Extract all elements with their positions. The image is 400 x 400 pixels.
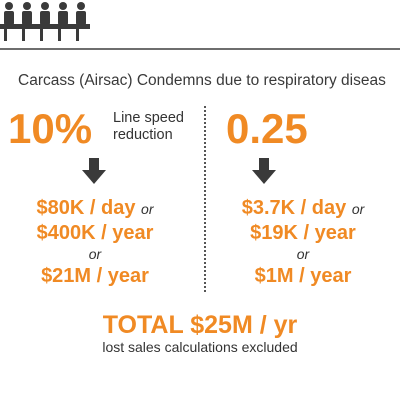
right-alt-year: $1M / year	[254, 265, 352, 287]
total-note: lost sales calculations excluded	[102, 339, 298, 355]
right-per-day-row: $3.7K / day or	[208, 196, 398, 221]
left-per-day-row: $80K / day or	[0, 196, 190, 221]
left-note-line1: Line speed	[113, 110, 184, 126]
header-rule	[0, 48, 400, 50]
left-per-year: $400K / year	[36, 222, 154, 244]
column-divider	[204, 106, 206, 292]
right-or-2: or	[296, 246, 310, 262]
left-note-line2: reduction	[113, 127, 173, 143]
subtitle: Carcass (Airsac) Condemns due to respira…	[18, 72, 386, 89]
right-values: $3.7K / day or $19K / year or $1M / year	[208, 196, 398, 288]
right-or-1: or	[351, 201, 365, 217]
total: TOTAL $25M / yr	[102, 311, 298, 339]
people-at-table-icon	[0, 2, 90, 41]
left-headline: 10%	[8, 105, 93, 152]
down-arrow-icon	[82, 158, 106, 184]
right-per-day: $3.7K / day	[241, 197, 347, 219]
right-per-year: $19K / year	[250, 222, 356, 244]
left-or-1: or	[141, 201, 154, 217]
left-per-day: $80K / day	[36, 197, 136, 219]
left-alt-year: $21M / year	[41, 265, 149, 287]
left-values: $80K / day or $400K / year or $21M / yea…	[0, 196, 190, 288]
left-or-2: or	[88, 246, 102, 262]
right-headline: 0.25	[226, 105, 308, 152]
left-note: Line speed reduction	[113, 110, 184, 144]
down-arrow-icon	[252, 158, 276, 184]
